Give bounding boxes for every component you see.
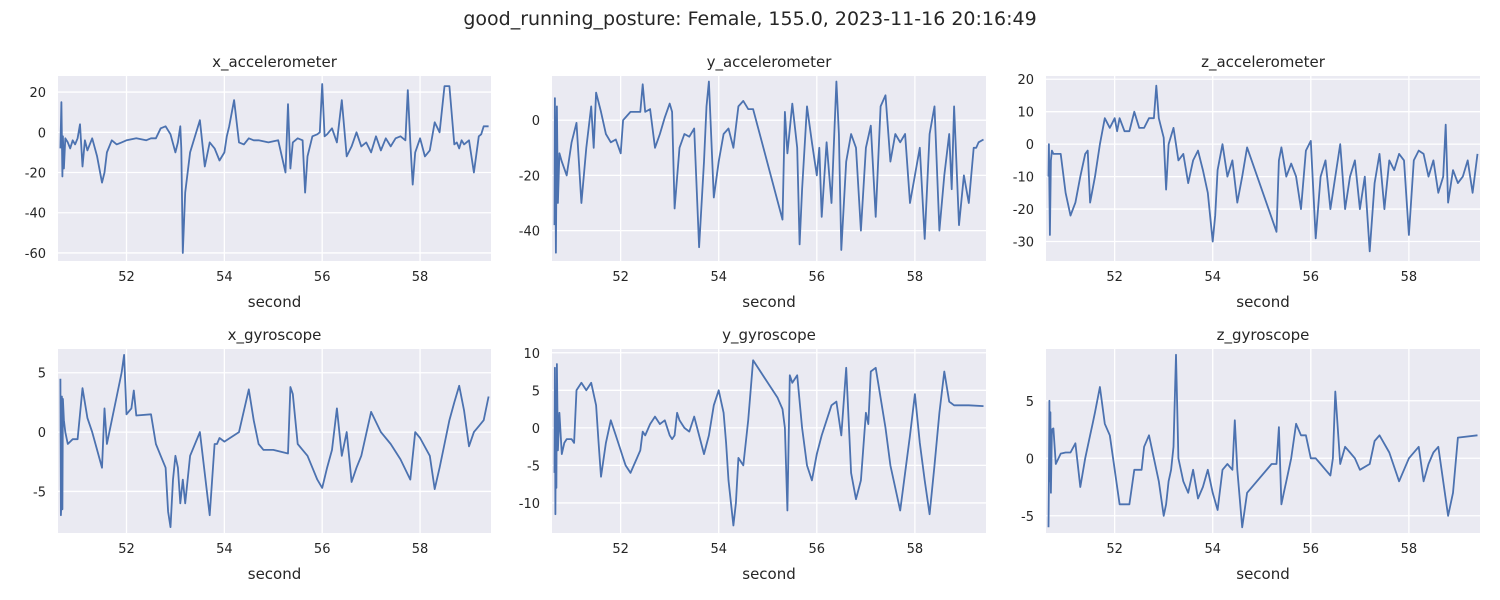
- x-tick-label: 52: [118, 542, 135, 557]
- x-tick-label: 58: [412, 542, 429, 557]
- x-tick-label: 54: [216, 542, 233, 557]
- y-tick-label: 0: [38, 426, 46, 441]
- y-tick-label: -40: [25, 207, 46, 222]
- y-tick-label: -5: [33, 485, 46, 500]
- y-tick-label: -5: [527, 459, 540, 474]
- series-line-x_accelerometer: [59, 83, 489, 254]
- x-tick-label: 56: [1303, 270, 1320, 285]
- series-line-x_gyroscope: [59, 353, 490, 528]
- series-line-y_accelerometer: [553, 80, 984, 254]
- subplot-z_accelerometer: 52 54 56 58 20 10 0 -10 -20 -30 z_accelerometersec…: [1013, 53, 1480, 311]
- x-tick-label: 52: [1106, 270, 1123, 285]
- x-tick-label: 56: [809, 270, 826, 285]
- x-tick-label: 52: [612, 542, 629, 557]
- subplot-title: x_accelerometer: [212, 53, 338, 72]
- subplot-title: y_accelerometer: [707, 53, 833, 72]
- x-tick-label: 58: [1401, 270, 1418, 285]
- subplot-x_accelerometer: 52 54 56 58 20 0 -20 -40 -60 x_accelerometersecon…: [25, 53, 491, 311]
- y-tick-label: 0: [532, 114, 540, 129]
- y-tick-label: 0: [1026, 138, 1034, 153]
- y-tick-label: -20: [25, 167, 46, 182]
- y-tick-label: 10: [1017, 106, 1034, 121]
- y-tick-label: 5: [532, 384, 540, 399]
- x-axis-label: second: [1236, 293, 1290, 311]
- x-tick-label: 54: [1204, 270, 1221, 285]
- y-tick-label: -20: [519, 169, 540, 184]
- x-tick-label: 58: [412, 270, 429, 285]
- x-axis-label: second: [742, 293, 796, 311]
- x-tick-label: 58: [907, 270, 924, 285]
- y-tick-label: -30: [1013, 236, 1034, 251]
- y-tick-label: 10: [523, 347, 540, 362]
- x-axis-label: second: [1236, 565, 1290, 583]
- subplot-title: z_accelerometer: [1201, 53, 1326, 72]
- axes-background: [1046, 76, 1480, 261]
- x-tick-label: 56: [314, 542, 331, 557]
- series-line-z_accelerometer: [1047, 84, 1479, 253]
- x-tick-label: 54: [710, 270, 727, 285]
- x-axis-label: second: [248, 565, 302, 583]
- axes-background: [1046, 349, 1480, 533]
- y-tick-label: 20: [29, 86, 46, 101]
- y-tick-label: -20: [1013, 203, 1034, 218]
- y-tick-label: -60: [25, 247, 46, 262]
- x-tick-label: 58: [1401, 542, 1418, 557]
- y-tick-label: -40: [519, 225, 540, 240]
- subplot-title: z_gyroscope: [1217, 326, 1310, 345]
- x-axis-label: second: [248, 293, 302, 311]
- x-tick-label: 56: [809, 542, 826, 557]
- series-line-y_gyroscope: [553, 359, 984, 527]
- figure-title: good_running_posture: Female, 155.0, 202…: [463, 8, 1037, 30]
- series-line-z_gyroscope: [1047, 353, 1478, 529]
- x-tick-label: 56: [314, 270, 331, 285]
- x-tick-label: 54: [1204, 542, 1221, 557]
- y-tick-label: -10: [1013, 171, 1034, 186]
- y-tick-label: 0: [38, 126, 46, 141]
- x-tick-label: 56: [1303, 542, 1320, 557]
- x-tick-label: 54: [216, 270, 233, 285]
- axes-background: [58, 349, 491, 533]
- y-tick-label: -10: [519, 497, 540, 512]
- axes-background: [58, 76, 491, 261]
- y-tick-label: 5: [1026, 395, 1034, 410]
- y-tick-label: 0: [532, 422, 540, 437]
- subplot-title: y_gyroscope: [722, 326, 816, 345]
- x-tick-label: 54: [710, 542, 727, 557]
- x-tick-label: 52: [1106, 542, 1123, 557]
- x-tick-label: 52: [118, 270, 135, 285]
- subplot-title: x_gyroscope: [228, 326, 322, 345]
- y-tick-label: -5: [1021, 510, 1034, 525]
- y-tick-label: 20: [1017, 73, 1034, 88]
- x-tick-label: 58: [907, 542, 924, 557]
- y-tick-label: 5: [38, 367, 46, 382]
- x-axis-label: second: [742, 565, 796, 583]
- x-tick-label: 52: [612, 270, 629, 285]
- y-tick-label: 0: [1026, 452, 1034, 467]
